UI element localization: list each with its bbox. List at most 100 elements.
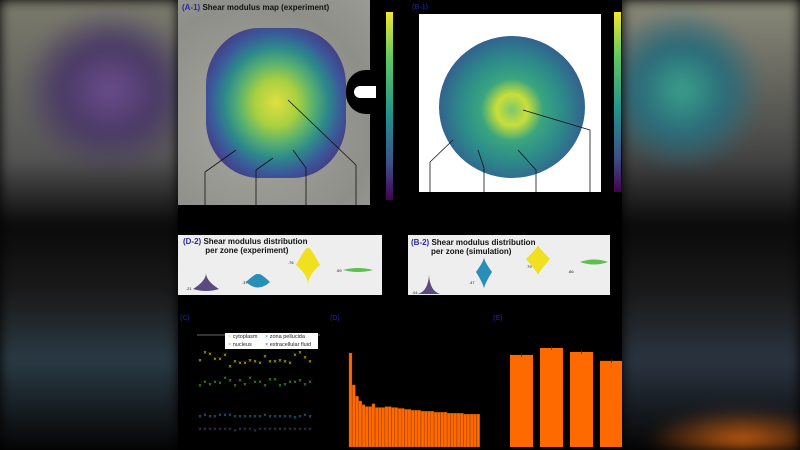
bar [570,351,593,447]
scatter-point: × [228,427,232,433]
scatter-point: × [308,360,312,366]
scatter-point: × [263,384,267,390]
scatter-point: × [258,414,262,420]
scatter-point: × [258,361,262,367]
scatter-point: × [213,357,217,363]
scatter-point: × [198,414,202,420]
scatter-point: × [238,361,242,367]
histogram-bar [424,411,428,448]
histogram-bar [456,413,461,448]
shear-modulus-map-simulation [419,14,601,192]
scatter-point: × [268,427,272,433]
panel-e-tag: (E) [493,315,503,322]
bar [540,348,563,447]
scatter-point: × [278,358,282,364]
scatter-point: × [228,365,232,371]
scatter-point: × [293,416,297,422]
panel-d2-title: (D-2) Shear modulus distribution per zon… [183,237,308,255]
scatter-point: × [208,382,212,388]
scatter-point: × [253,414,257,420]
histogram-bar [447,413,451,448]
scatter-point: × [268,360,272,366]
histogram-bar [384,406,389,448]
scatter-point: × [223,427,227,433]
histogram-bar [414,410,418,448]
scatter-point: × [228,413,232,419]
median-label: .79 [526,264,532,269]
scatter-point: × [238,379,242,385]
median-label: .66 [568,269,574,274]
scatter-point: × [298,351,302,357]
histogram-bar [388,406,392,448]
scatter-point: × [278,414,282,420]
scatter-point: × [268,414,272,420]
scatter-point: × [208,427,212,433]
violin-extracellular [418,275,440,294]
panel-b1-tag: (B-1) [412,4,428,11]
zone-pointer-lines [204,99,591,205]
violin-zona [476,257,492,289]
scatter-point: × [213,380,217,386]
violin-simulation: (B-2) Shear modulus distribution per zon… [408,235,610,295]
legend-extracellular-fluid: extracellular fluid [269,342,312,348]
scatter-point: × [218,357,222,363]
scatter-legend: × cytoplasm × zona pellucida × nucleus ×… [225,333,318,349]
panel-d-tag: (D) [330,315,340,322]
scatter-point: × [283,382,287,388]
scatter-point: × [218,381,222,387]
histogram-bar [368,406,372,448]
colorbar-b1 [614,12,621,192]
bottom-charts: ×× ×× ×××× × × × × ××× × × × ×× ××××× × × ×× ×××××× ××× ××… [197,334,622,448]
violin-cytoplasm [526,245,550,275]
panel-a1-title: (A-1) Shear modulus map (experiment) [182,3,330,12]
scatter-point: × [243,361,247,367]
histogram-bar [361,404,366,448]
heatmap-overlay [206,28,346,178]
histogram-bar [355,396,359,448]
violin-nucleus [343,268,373,272]
scatter-point: × [208,352,212,358]
scatter-point: × [298,427,302,433]
violin-nucleus [580,259,608,265]
scatter-point: × [223,376,227,382]
scatter-point: × [278,384,282,390]
scatter-point: × [248,376,252,382]
histogram-bar [378,407,382,448]
violin-zona [246,273,270,288]
histogram-bar [391,407,395,448]
scatter-point: × [288,361,292,367]
scatter-point: × [238,414,242,420]
scatter-point: × [248,427,252,433]
histogram-bar [401,408,405,448]
scatter-point: × [203,351,207,357]
scatter-point: × [223,413,227,419]
scatter-point: × [233,360,237,366]
scatter-point: × [228,379,232,385]
micropipette [346,70,376,114]
legend-cytoplasm: cytoplasm [232,334,258,340]
scatter-point: × [198,384,202,390]
median-label: .76 [288,260,294,265]
legend-zona-pellucida: zona pellucida [269,334,305,340]
histogram-bar [427,411,431,448]
histogram-bar [433,412,438,448]
scatter-point: × [253,428,257,434]
shear-modulus-map-experiment: (A-1) Shear modulus map (experiment) [178,0,376,205]
scatter-point: × [253,360,257,366]
scatter-point: × [288,380,292,386]
scatter-point: × [208,414,212,420]
scatter-point: × [243,382,247,388]
scatter-point: × [308,414,312,420]
scatter-point: × [273,377,277,383]
histogram-bar [453,413,457,448]
scatter-point: × [263,354,267,360]
histogram-bar [394,407,398,448]
histogram-bar [381,407,385,448]
scatter-point: × [253,380,257,386]
histogram-bar [440,412,444,448]
histogram-bar [420,411,425,448]
scatter-point: × [203,380,207,386]
histogram-bar [375,407,379,448]
violin-cytoplasm [296,247,320,285]
median-label: .59 [336,268,342,273]
